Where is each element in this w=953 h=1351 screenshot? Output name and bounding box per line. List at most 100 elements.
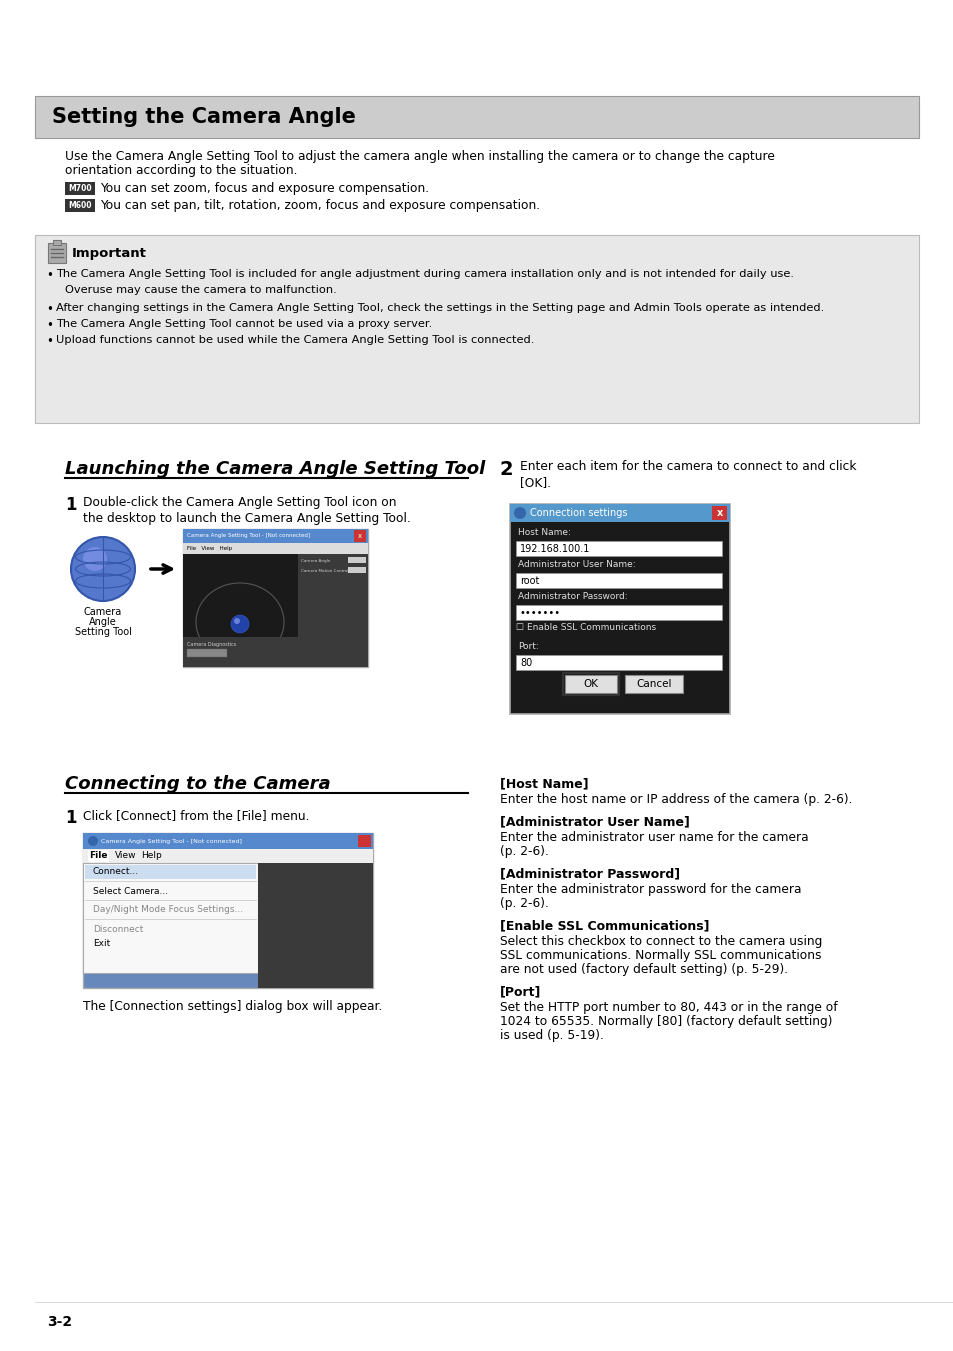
Bar — [83, 848, 373, 863]
Text: Connect...: Connect... — [92, 867, 139, 877]
Text: Launching the Camera Angle Setting Tool: Launching the Camera Angle Setting Tool — [65, 459, 485, 478]
Text: Enter the administrator user name for the camera: Enter the administrator user name for th… — [499, 831, 808, 844]
Text: (p. 2-6).: (p. 2-6). — [499, 844, 548, 858]
Text: 1: 1 — [65, 496, 76, 513]
Text: 3-2: 3-2 — [47, 1315, 72, 1329]
Text: Connection settings: Connection settings — [530, 508, 627, 517]
Text: You can set zoom, focus and exposure compensation.: You can set zoom, focus and exposure com… — [100, 182, 429, 195]
Text: Port:: Port: — [517, 642, 538, 651]
Text: 1: 1 — [65, 809, 76, 827]
Text: The Camera Angle Setting Tool cannot be used via a proxy server.: The Camera Angle Setting Tool cannot be … — [56, 319, 432, 330]
Bar — [65, 199, 95, 212]
Text: is used (p. 5-19).: is used (p. 5-19). — [499, 1029, 603, 1042]
Text: •: • — [46, 303, 52, 316]
Text: Use the Camera Angle Setting Tool to adjust the camera angle when installing the: Use the Camera Angle Setting Tool to adj… — [65, 150, 774, 163]
Text: Connecting to the Camera: Connecting to the Camera — [65, 775, 331, 793]
Bar — [624, 676, 682, 693]
Text: Angle: Angle — [89, 617, 117, 627]
Text: Enter the host name or IP address of the camera (p. 2-6).: Enter the host name or IP address of the… — [499, 793, 852, 807]
Circle shape — [233, 617, 240, 624]
Text: [OK].: [OK]. — [519, 476, 551, 489]
Text: Camera Angle Setting Tool - [Not connected]: Camera Angle Setting Tool - [Not connect… — [101, 839, 242, 843]
Bar — [516, 540, 721, 557]
Text: Click [Connect] from the [File] menu.: Click [Connect] from the [File] menu. — [83, 809, 309, 821]
Text: [Port]: [Port] — [499, 985, 540, 998]
Circle shape — [231, 615, 249, 634]
Bar — [65, 182, 95, 195]
Bar — [516, 605, 721, 620]
Bar — [348, 557, 366, 563]
Bar — [187, 648, 227, 657]
Bar — [516, 655, 721, 670]
Text: [Administrator User Name]: [Administrator User Name] — [499, 815, 689, 828]
Bar — [297, 554, 368, 667]
Text: Setting Tool: Setting Tool — [74, 627, 132, 638]
Bar — [183, 554, 297, 667]
Text: [Host Name]: [Host Name] — [499, 777, 588, 790]
Text: Overuse may cause the camera to malfunction.: Overuse may cause the camera to malfunct… — [65, 285, 336, 295]
Bar — [510, 504, 729, 713]
Text: Administrator Password:: Administrator Password: — [517, 592, 627, 601]
Bar — [516, 573, 721, 588]
Bar — [85, 865, 255, 880]
Text: 1024 to 65535. Normally [80] (factory default setting): 1024 to 65535. Normally [80] (factory de… — [499, 1015, 832, 1028]
Bar — [183, 638, 368, 667]
Text: (p. 2-6).: (p. 2-6). — [499, 897, 548, 911]
Text: View: View — [115, 851, 136, 861]
Bar — [510, 504, 729, 521]
Text: •: • — [46, 319, 52, 332]
Bar — [357, 835, 371, 847]
Text: Camera Diagnostics: Camera Diagnostics — [187, 642, 236, 647]
Text: After changing settings in the Camera Angle Setting Tool, check the settings in : After changing settings in the Camera An… — [56, 303, 823, 313]
Bar — [354, 530, 366, 542]
Text: You can set pan, tilt, rotation, zoom, focus and exposure compensation.: You can set pan, tilt, rotation, zoom, f… — [100, 199, 539, 212]
Circle shape — [88, 836, 98, 846]
Text: Enter each item for the camera to connect to and click: Enter each item for the camera to connec… — [519, 459, 856, 473]
Bar — [83, 834, 373, 988]
Text: Double-click the Camera Angle Setting Tool icon on: Double-click the Camera Angle Setting To… — [83, 496, 396, 509]
Text: Select Camera...: Select Camera... — [92, 886, 168, 896]
Text: M600: M600 — [69, 201, 91, 209]
Text: x: x — [357, 534, 362, 539]
Text: Upload functions cannot be used while the Camera Angle Setting Tool is connected: Upload functions cannot be used while th… — [56, 335, 534, 345]
Text: Setting the Camera Angle: Setting the Camera Angle — [52, 107, 355, 127]
Bar — [83, 834, 373, 848]
Text: 192.168.100.1: 192.168.100.1 — [519, 543, 590, 554]
Text: Help: Help — [141, 851, 162, 861]
Bar — [53, 240, 61, 245]
Bar — [564, 676, 617, 693]
Bar — [183, 530, 368, 667]
Text: OK: OK — [583, 680, 598, 689]
Text: •: • — [46, 269, 52, 282]
Text: 80: 80 — [519, 658, 532, 667]
Text: [Enable SSL Communications]: [Enable SSL Communications] — [499, 919, 709, 932]
Text: Cancel: Cancel — [636, 680, 671, 689]
Text: Camera Angle Setting Tool - [Not connected]: Camera Angle Setting Tool - [Not connect… — [187, 534, 310, 539]
Text: Camera Angle: Camera Angle — [301, 559, 330, 563]
Bar — [35, 235, 918, 423]
Text: Camera Motion Control: Camera Motion Control — [301, 569, 348, 573]
Text: Camera: Camera — [84, 607, 122, 617]
Text: Set the HTTP port number to 80, 443 or in the range of: Set the HTTP port number to 80, 443 or i… — [499, 1001, 837, 1015]
Text: •••••••: ••••••• — [519, 608, 560, 617]
Bar — [35, 96, 918, 138]
Circle shape — [514, 507, 525, 519]
Text: SSL communications. Normally SSL communications: SSL communications. Normally SSL communi… — [499, 948, 821, 962]
Text: are not used (factory default setting) (p. 5-29).: are not used (factory default setting) (… — [499, 963, 787, 975]
Text: File: File — [89, 851, 108, 861]
Text: x: x — [716, 508, 721, 517]
Bar — [183, 530, 368, 543]
Text: the desktop to launch the Camera Angle Setting Tool.: the desktop to launch the Camera Angle S… — [83, 512, 411, 526]
Text: The [Connection settings] dialog box will appear.: The [Connection settings] dialog box wil… — [83, 1000, 382, 1013]
Text: The Camera Angle Setting Tool is included for angle adjustment during camera ins: The Camera Angle Setting Tool is include… — [56, 269, 793, 280]
Bar — [83, 863, 257, 973]
Circle shape — [83, 547, 107, 571]
Bar — [348, 567, 366, 573]
Text: File   View   Help: File View Help — [187, 546, 232, 551]
Text: M700: M700 — [68, 184, 91, 193]
Text: Host Name:: Host Name: — [517, 528, 570, 536]
Text: •: • — [46, 335, 52, 349]
Bar — [48, 243, 66, 263]
Bar — [257, 863, 373, 988]
Text: Day/Night Mode Focus Settings...: Day/Night Mode Focus Settings... — [92, 905, 243, 915]
